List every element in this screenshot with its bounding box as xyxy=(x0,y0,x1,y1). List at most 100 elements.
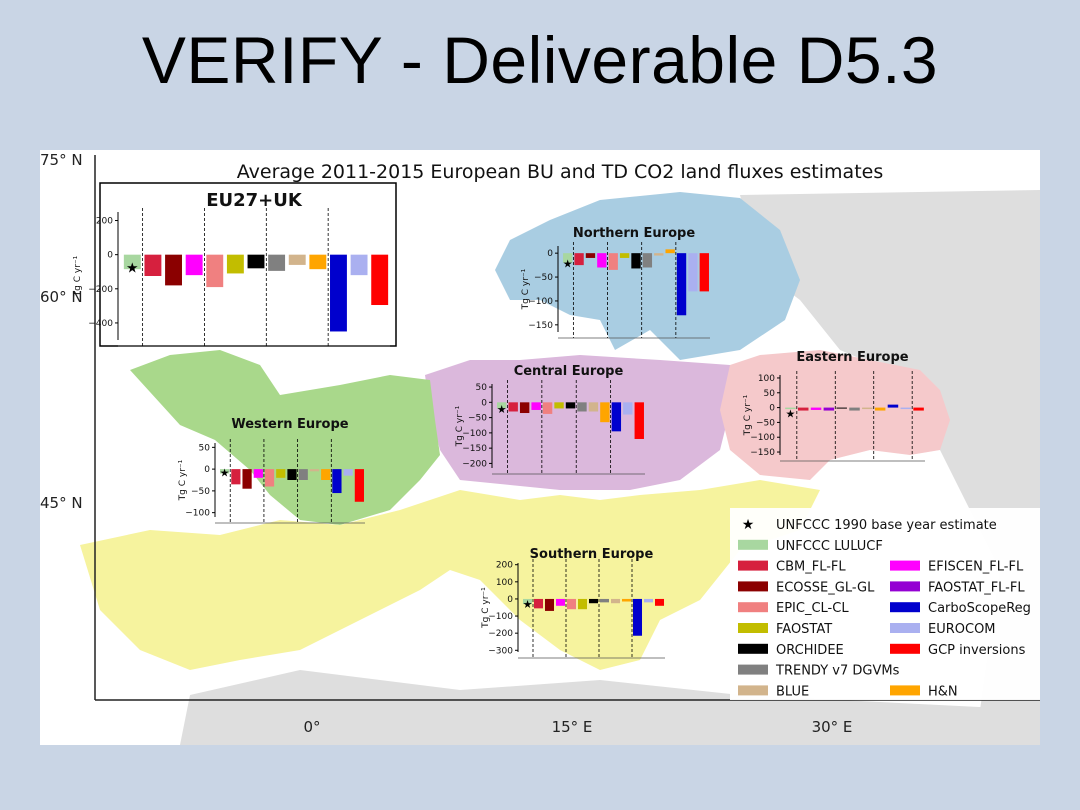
bar-trendy-v7-dgvms xyxy=(849,407,860,411)
bar-blue xyxy=(862,407,873,410)
longitude-label: 30° E xyxy=(812,718,853,736)
y-tick-label: −100 xyxy=(488,612,513,622)
unfccc-1990-star: ★ xyxy=(126,260,139,276)
bar-cbm-fl-fl xyxy=(508,402,518,412)
y-tick-label: 50 xyxy=(199,443,211,453)
bar-epic-cl-cl xyxy=(542,402,553,414)
bar-orchidee xyxy=(588,598,599,604)
legend-label: EFISCEN_FL-FL xyxy=(928,560,1024,575)
bar-eurocom xyxy=(900,407,912,410)
bar-faostat-fl-fl xyxy=(823,407,835,411)
bar-cbm-fl-fl xyxy=(144,254,162,276)
y-axis-label: Tg C yr⁻¹ xyxy=(73,255,83,297)
y-tick-label: 200 xyxy=(496,561,513,571)
y-tick-label: −100 xyxy=(528,297,553,307)
bar-eurocom xyxy=(350,254,368,276)
bar-epic-cl-cl xyxy=(566,598,577,610)
legend-swatch xyxy=(738,685,768,696)
bar-panel-northern-europe: Northern Europe 0 −50 −100 −150 Tg C yr⁻¹ ★ xyxy=(521,226,710,339)
y-tick-label: −400 xyxy=(88,319,113,329)
y-tick-label: −100 xyxy=(185,509,210,519)
legend-box xyxy=(730,508,1040,700)
legend-label: UNFCCC LULUCF xyxy=(776,539,883,554)
legend-swatch xyxy=(738,539,768,550)
bar-efiscen-fl-fl xyxy=(597,253,607,268)
y-tick-label: −300 xyxy=(488,646,513,656)
bar-orchidee xyxy=(565,402,576,409)
legend-label: EUROCOM xyxy=(928,622,996,637)
bar-faostat xyxy=(226,254,244,274)
legend-swatch xyxy=(738,643,768,654)
bar-cbm-fl-fl xyxy=(797,407,809,411)
y-axis-label: Tg C yr⁻¹ xyxy=(178,459,188,501)
bar-trendy-v7-dgvms xyxy=(642,253,653,268)
bar-orchidee xyxy=(287,469,297,480)
unfccc-1990-star: ★ xyxy=(563,258,573,271)
y-tick-label: 50 xyxy=(476,383,488,393)
unfccc-1990-star: ★ xyxy=(220,467,230,480)
bar-blue xyxy=(309,469,320,472)
y-tick-label: −100 xyxy=(462,429,487,439)
bar-trendy-v7-dgvms xyxy=(599,598,610,603)
bar-ecosse-gl-gl xyxy=(585,253,596,258)
bar-carboscopereg xyxy=(887,404,899,408)
legend-label: EPIC_CL-CL xyxy=(776,601,849,616)
y-tick-label: −50 xyxy=(191,487,210,497)
bar-blue xyxy=(588,402,599,412)
eastern-europe-region xyxy=(720,350,950,480)
legend: ★ UNFCCC 1990 base year estimate UNFCCC LU… xyxy=(730,508,1040,700)
bar-h-n xyxy=(321,469,331,480)
bar-panel-eastern-europe: Eastern Europe 100 50 0 −50 −100 −150 Tg C yr⁻¹… xyxy=(743,350,925,462)
bar-carboscopereg xyxy=(676,253,687,316)
bar-blue xyxy=(654,253,664,256)
bar-h-n xyxy=(874,407,886,411)
y-axis-label: Tg C yr⁻¹ xyxy=(521,268,531,310)
bar-h-n xyxy=(665,249,675,254)
legend-label: UNFCCC 1990 base year estimate xyxy=(776,518,997,533)
bar-unfccc-lulucf xyxy=(785,407,796,410)
y-tick-label: 0 xyxy=(769,404,775,414)
legend-label: CarboScopeReg xyxy=(928,601,1031,616)
y-tick-label: 0 xyxy=(107,251,113,261)
legend-label: H&N xyxy=(928,684,958,699)
bar-carboscopereg xyxy=(632,598,643,636)
legend-swatch xyxy=(890,685,920,696)
northern-europe-region xyxy=(495,192,800,360)
y-tick-label: −50 xyxy=(534,273,553,283)
bar-panel-southern-europe: Southern Europe 200 100 0 −100 −200 −300 Tg C y… xyxy=(481,547,665,659)
bar-panel-eu27-uk: EU27+UK 200 0 −200 −400 Tg C yr⁻¹ ★ xyxy=(73,182,397,347)
bar-blue xyxy=(288,254,306,265)
central-europe-region xyxy=(425,355,730,490)
y-tick-label: −150 xyxy=(462,444,487,454)
bar-h-n xyxy=(309,254,327,270)
other-land-north xyxy=(740,190,1040,710)
unfccc-1990-star: ★ xyxy=(523,598,533,611)
y-tick-label: 0 xyxy=(547,249,553,259)
bar-faostat xyxy=(276,469,286,478)
latitude-label: 45° N xyxy=(40,494,83,512)
panel-title: Northern Europe xyxy=(573,226,695,241)
bar-unfccc-lulucf xyxy=(123,254,141,270)
bar-eurocom xyxy=(643,598,654,603)
legend-swatch xyxy=(890,643,920,654)
bar-efiscen-fl-fl xyxy=(531,402,541,410)
bar-cbm-fl-fl xyxy=(574,253,584,266)
bar-gcp-inversions xyxy=(699,253,709,292)
bar-efiscen-fl-fl xyxy=(810,407,822,410)
latitude-label: 60° N xyxy=(40,288,83,306)
bar-panel-central-europe: Central Europe 50 0 −50 −100 −150 −200 Tg C yr⁻… xyxy=(455,364,645,475)
bar-gcp-inversions xyxy=(354,469,364,502)
y-axis-label: Tg C yr⁻¹ xyxy=(481,587,491,629)
legend-swatch xyxy=(890,623,920,633)
bar-efiscen-fl-fl xyxy=(253,469,263,478)
bar-cbm-fl-fl xyxy=(533,598,544,609)
legend-swatch xyxy=(738,623,768,633)
bar-gcp-inversions xyxy=(634,402,644,439)
bar-orchidee xyxy=(247,254,265,269)
y-tick-label: 0 xyxy=(204,465,210,475)
slide-title: VERIFY - Deliverable D5.3 xyxy=(141,23,939,97)
bar-gcp-inversions xyxy=(371,254,389,306)
y-tick-label: −100 xyxy=(750,433,775,443)
bar-ecosse-gl-gl xyxy=(519,402,530,414)
y-tick-label: 200 xyxy=(96,217,113,227)
